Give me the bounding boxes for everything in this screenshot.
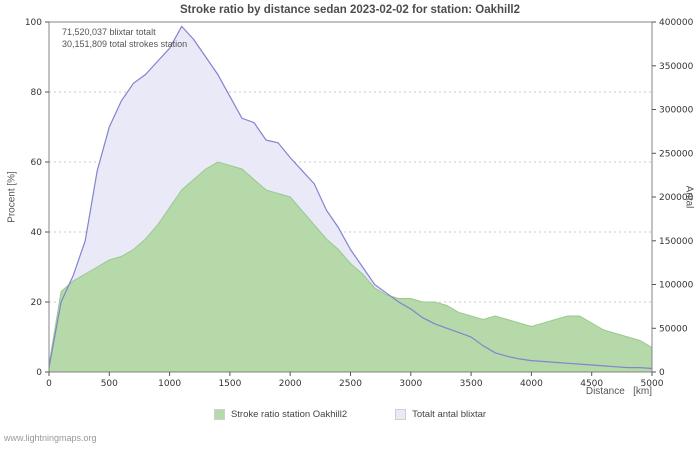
chart-title: Stroke ratio by distance sedan 2023-02-0… (179, 4, 520, 16)
svg-text:500: 500 (101, 379, 118, 389)
svg-text:60: 60 (31, 158, 43, 168)
svg-text:100: 100 (25, 18, 42, 28)
svg-text:200000: 200000 (659, 193, 694, 203)
svg-text:80: 80 (31, 88, 43, 98)
legend-item-stroke-ratio: Stroke ratio station Oakhill2 (213, 409, 348, 420)
svg-text:20: 20 (31, 298, 43, 308)
legend-label-stroke-ratio: Stroke ratio station Oakhill2 (230, 409, 348, 420)
svg-text:0: 0 (659, 368, 665, 378)
svg-text:400000: 400000 (659, 18, 694, 28)
svg-text:0: 0 (36, 368, 42, 378)
legend-label-total-strokes: Totalt antal blixtar (412, 409, 487, 420)
svg-text:4500: 4500 (580, 379, 603, 389)
legend-swatch-total-strokes (395, 409, 407, 420)
svg-text:2000: 2000 (279, 379, 302, 389)
svg-text:50000: 50000 (659, 324, 688, 334)
watermark-link: www.lightningmaps.org (4, 433, 97, 443)
annotation-total-strokes: 71,520,037 blixtar totalt (62, 27, 156, 37)
svg-text:1500: 1500 (218, 379, 241, 389)
legend-swatch-stroke-ratio (213, 409, 225, 420)
svg-text:3500: 3500 (460, 379, 483, 389)
svg-text:40: 40 (31, 228, 43, 238)
svg-text:4000: 4000 (520, 379, 543, 389)
svg-text:250000: 250000 (659, 149, 694, 159)
legend: Stroke ratio station Oakhill2 Totalt ant… (0, 409, 700, 420)
svg-text:300000: 300000 (659, 106, 694, 116)
legend-item-total-strokes: Totalt antal blixtar (395, 409, 486, 420)
svg-text:0: 0 (46, 379, 52, 389)
svg-text:2500: 2500 (339, 379, 362, 389)
y-axis-label-right: Antal (683, 185, 695, 209)
svg-text:350000: 350000 (659, 62, 694, 72)
svg-text:150000: 150000 (659, 237, 694, 247)
svg-text:1000: 1000 (158, 379, 181, 389)
svg-text:100000: 100000 (659, 281, 694, 291)
annotation-station-strokes: 30,151,809 total strokes station (62, 39, 188, 49)
y-axis-label-left: Procent [%] (6, 171, 18, 223)
svg-text:3000: 3000 (399, 379, 422, 389)
x-axis-label: Distance [km] (585, 386, 652, 397)
svg-text:5000: 5000 (641, 379, 664, 389)
